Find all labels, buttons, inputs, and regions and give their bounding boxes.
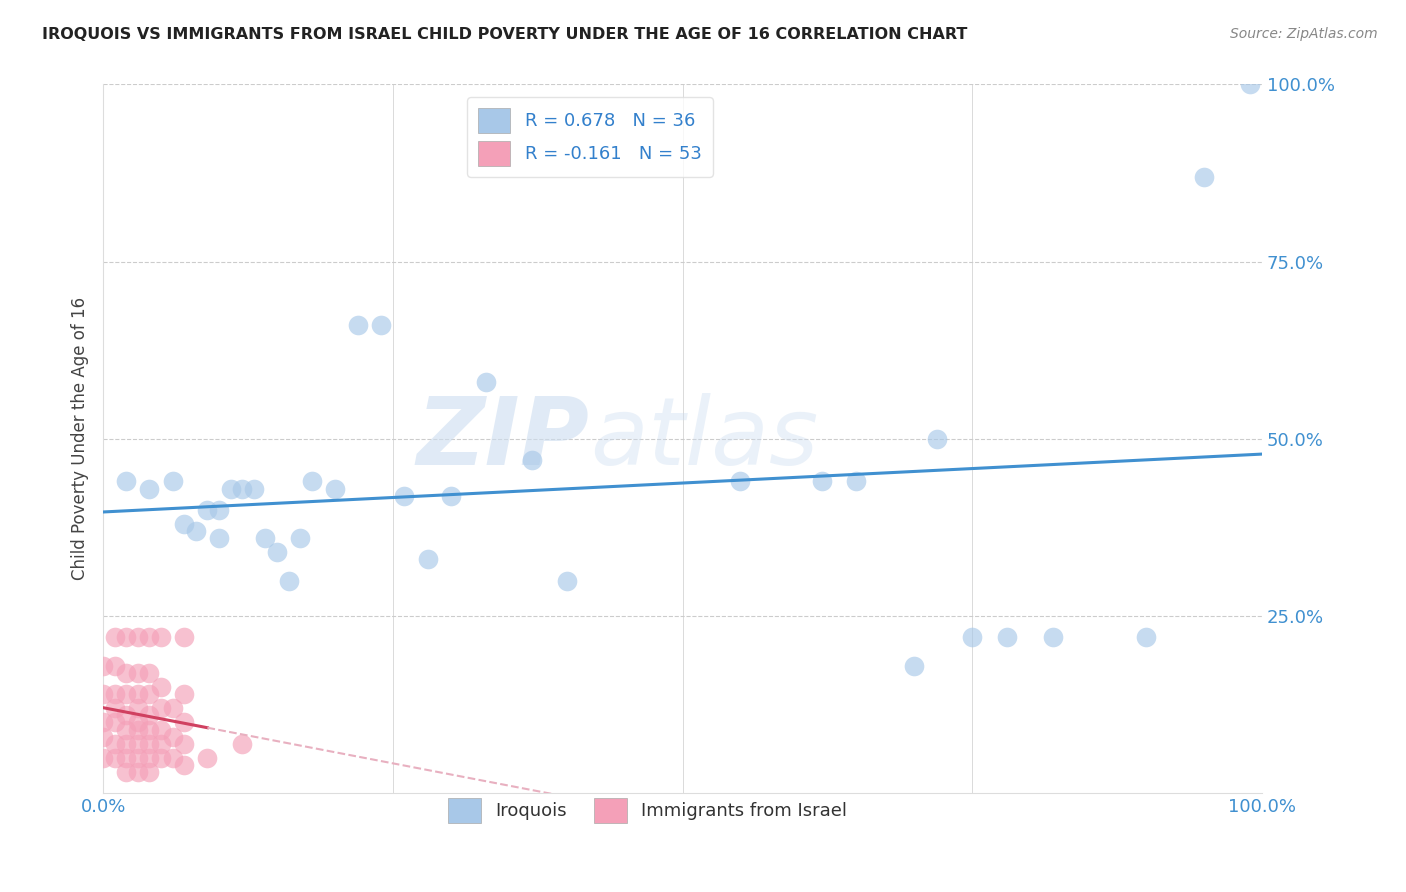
Point	[104, 658, 127, 673]
Point	[323, 482, 346, 496]
Point	[1042, 631, 1064, 645]
Point	[231, 482, 253, 496]
Point	[162, 751, 184, 765]
Point	[127, 715, 149, 730]
Point	[115, 687, 138, 701]
Point	[150, 751, 173, 765]
Point	[104, 715, 127, 730]
Point	[173, 758, 195, 772]
Point	[127, 631, 149, 645]
Point	[162, 475, 184, 489]
Point	[150, 723, 173, 737]
Point	[115, 665, 138, 680]
Point	[845, 475, 868, 489]
Text: IROQUOIS VS IMMIGRANTS FROM ISRAEL CHILD POVERTY UNDER THE AGE OF 16 CORRELATION: IROQUOIS VS IMMIGRANTS FROM ISRAEL CHILD…	[42, 27, 967, 42]
Point	[104, 701, 127, 715]
Point	[91, 658, 114, 673]
Point	[1135, 631, 1157, 645]
Point	[127, 737, 149, 751]
Point	[242, 482, 264, 496]
Point	[184, 524, 207, 538]
Point	[138, 631, 160, 645]
Point	[173, 631, 195, 645]
Point	[91, 751, 114, 765]
Point	[555, 574, 578, 588]
Point	[1239, 78, 1261, 92]
Point	[416, 552, 439, 566]
Point	[91, 687, 114, 701]
Point	[173, 715, 195, 730]
Point	[104, 751, 127, 765]
Point	[138, 737, 160, 751]
Point	[138, 751, 160, 765]
Point	[115, 737, 138, 751]
Point	[138, 765, 160, 780]
Point	[394, 489, 416, 503]
Point	[208, 531, 231, 545]
Point	[440, 489, 463, 503]
Point	[903, 658, 925, 673]
Point	[91, 730, 114, 744]
Point	[173, 737, 195, 751]
Point	[127, 751, 149, 765]
Point	[173, 687, 195, 701]
Point	[730, 475, 752, 489]
Point	[810, 475, 832, 489]
Point	[115, 475, 138, 489]
Point	[127, 765, 149, 780]
Point	[173, 516, 195, 531]
Point	[254, 531, 277, 545]
Point	[231, 737, 253, 751]
Point	[150, 680, 173, 694]
Point	[138, 482, 160, 496]
Point	[138, 708, 160, 723]
Text: atlas: atlas	[589, 393, 818, 484]
Point	[266, 545, 288, 559]
Point	[115, 708, 138, 723]
Point	[208, 503, 231, 517]
Point	[347, 318, 370, 333]
Point	[370, 318, 392, 333]
Point	[150, 631, 173, 645]
Point	[474, 375, 496, 389]
Point	[1192, 169, 1215, 184]
Point	[197, 503, 219, 517]
Point	[127, 665, 149, 680]
Point	[127, 687, 149, 701]
Point	[219, 482, 242, 496]
Point	[91, 715, 114, 730]
Text: Source: ZipAtlas.com: Source: ZipAtlas.com	[1230, 27, 1378, 41]
Point	[288, 531, 311, 545]
Point	[520, 453, 543, 467]
Point	[127, 701, 149, 715]
Point	[162, 701, 184, 715]
Point	[995, 631, 1018, 645]
Point	[115, 723, 138, 737]
Point	[104, 631, 127, 645]
Point	[115, 765, 138, 780]
Text: ZIP: ZIP	[418, 392, 589, 485]
Point	[138, 687, 160, 701]
Point	[927, 432, 949, 446]
Point	[150, 737, 173, 751]
Point	[197, 751, 219, 765]
Point	[162, 730, 184, 744]
Point	[301, 475, 323, 489]
Point	[277, 574, 299, 588]
Point	[960, 631, 983, 645]
Point	[104, 737, 127, 751]
Y-axis label: Child Poverty Under the Age of 16: Child Poverty Under the Age of 16	[72, 297, 89, 581]
Point	[138, 665, 160, 680]
Point	[150, 701, 173, 715]
Point	[138, 723, 160, 737]
Point	[104, 687, 127, 701]
Point	[115, 751, 138, 765]
Legend: Iroquois, Immigrants from Israel: Iroquois, Immigrants from Israel	[437, 787, 858, 834]
Point	[127, 723, 149, 737]
Point	[115, 631, 138, 645]
